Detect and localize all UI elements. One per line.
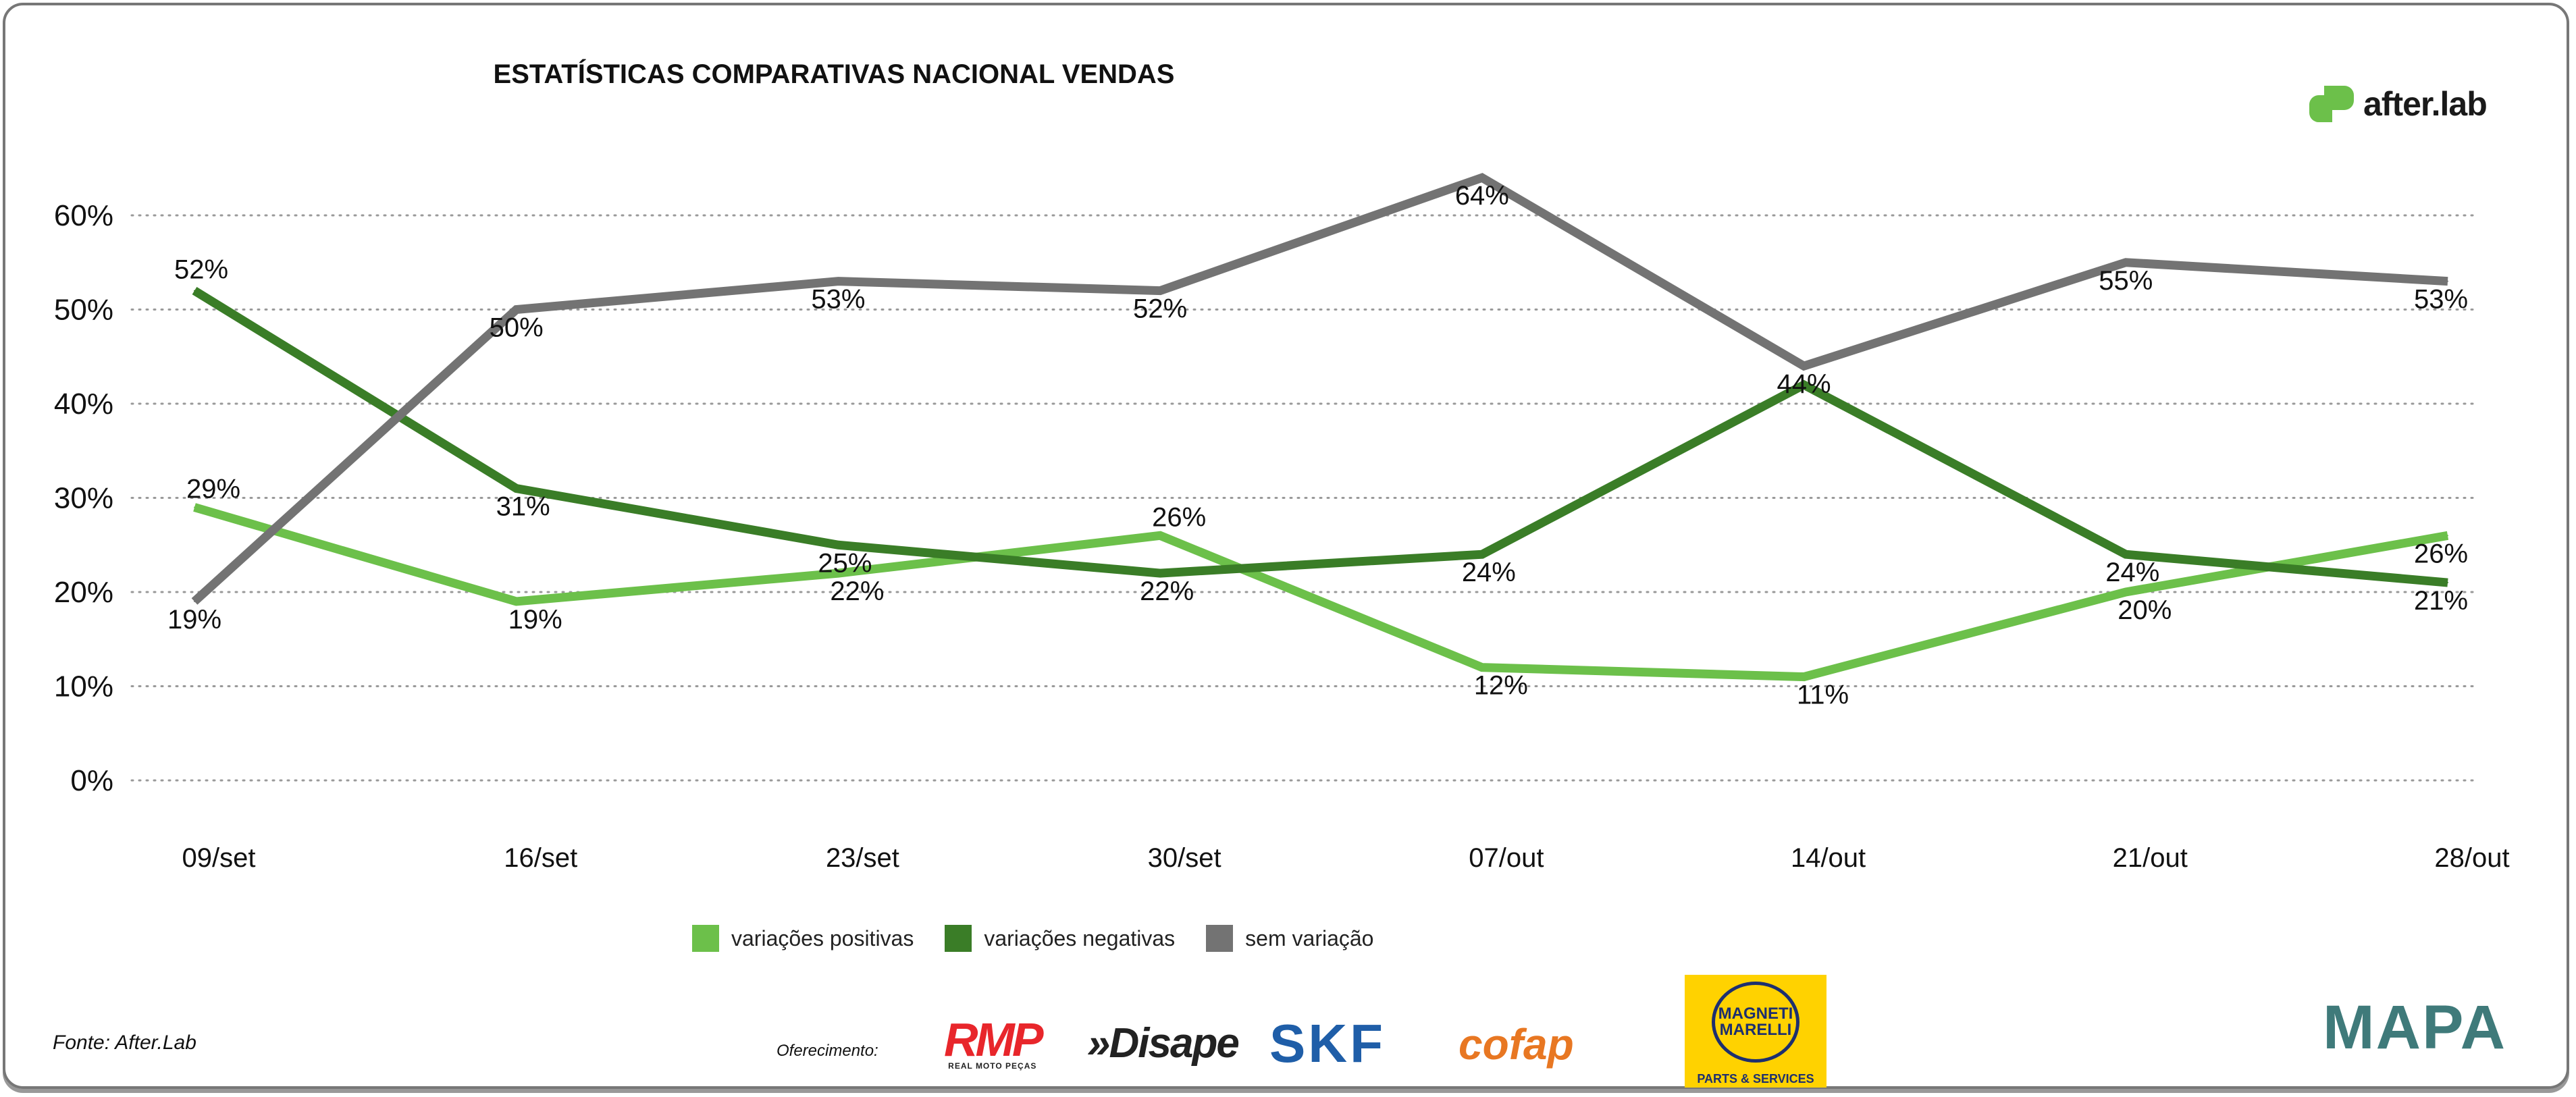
cofap-logo: cofap (1458, 1020, 1574, 1069)
legend-label: variações negativas (984, 926, 1176, 951)
data-label: 52% (174, 255, 228, 285)
legend-item-negativas: variações negativas (945, 925, 1175, 952)
y-tick-label: 40% (54, 387, 113, 421)
data-point (837, 544, 839, 546)
data-label: 26% (2414, 539, 2468, 568)
data-point (194, 290, 195, 292)
y-tick-label: 50% (54, 294, 113, 327)
x-tick-label: 21/out (2113, 843, 2188, 873)
legend-item-sem-variacao: sem variação (1206, 925, 1373, 952)
legend-swatch (692, 925, 719, 952)
data-label: 11% (1797, 680, 1849, 710)
data-point (1159, 535, 1161, 537)
data-point (2447, 280, 2448, 282)
x-tick-label: 16/set (504, 843, 577, 873)
data-point (1481, 666, 1483, 668)
data-point (515, 487, 517, 489)
data-point (1481, 554, 1483, 556)
brand-name: after.lab (2363, 85, 2488, 123)
series-line-2 (191, 173, 2448, 605)
data-point (515, 309, 517, 311)
data-point (194, 506, 195, 508)
data-label: 21% (2414, 586, 2468, 616)
x-tick-label: 09/set (182, 843, 256, 873)
data-point (837, 572, 839, 574)
data-label: 25% (818, 548, 872, 578)
afterlab-logo: after.lab (2309, 84, 2488, 124)
data-label: 53% (811, 285, 865, 315)
y-tick-label: 10% (54, 670, 113, 703)
data-point (515, 600, 517, 602)
y-tick-label: 20% (54, 576, 113, 609)
x-tick-label: 14/out (1791, 843, 1866, 873)
data-point (2125, 261, 2127, 263)
data-label: 22% (1140, 577, 1194, 606)
legend-swatch (945, 925, 972, 952)
skf-logo: SKF (1269, 1013, 1386, 1073)
data-label: 50% (490, 313, 544, 343)
data-point (1481, 177, 1483, 179)
legend-swatch (1206, 925, 1234, 952)
data-label: 52% (1133, 294, 1187, 324)
y-tick-label: 30% (54, 482, 113, 515)
data-point (194, 600, 195, 602)
data-label: 26% (1152, 502, 1206, 532)
data-point (1803, 676, 1805, 678)
chart-frame (3, 3, 2569, 1089)
data-point (1159, 572, 1161, 574)
x-tick-label: 23/set (826, 843, 899, 873)
data-label: 24% (2105, 558, 2159, 587)
y-tick-label: 0% (70, 764, 113, 797)
series-line-1 (192, 287, 2448, 587)
data-point (2447, 582, 2448, 584)
data-point (1803, 365, 1805, 367)
x-tick-label: 28/out (2434, 843, 2509, 873)
data-label: 29% (186, 474, 240, 504)
data-label: 64% (1455, 181, 1509, 211)
data-label: 19% (508, 605, 562, 635)
data-label: 20% (2118, 595, 2172, 625)
data-point (2447, 535, 2448, 537)
data-label: 24% (1462, 558, 1516, 587)
mapa-logo: MAPA (2323, 993, 2507, 1062)
data-point (2125, 591, 2127, 593)
x-tick-label: 30/set (1148, 843, 1221, 873)
data-point (1803, 384, 1805, 386)
data-label: 31% (496, 492, 550, 522)
series-line-0 (193, 503, 2449, 682)
data-label: 12% (1474, 671, 1528, 701)
legend-label: sem variação (1245, 926, 1374, 951)
chart-title: ESTATÍSTICAS COMPARATIVAS NACIONAL VENDA… (493, 59, 1175, 89)
data-label: 22% (830, 577, 884, 606)
source-note: Fonte: After.Lab (53, 1032, 196, 1054)
data-label: 53% (2414, 285, 2468, 315)
magneti-marelli-logo: MAGNETI MARELLI PARTS & SERVICES (1685, 975, 1826, 1088)
data-label: 19% (167, 605, 221, 635)
data-point (2125, 554, 2127, 556)
afterlab-logo-icon (2309, 86, 2354, 122)
legend-item-positivas: variações positivas (692, 925, 914, 952)
x-tick-label: 07/out (1469, 843, 1544, 873)
data-point (1159, 290, 1161, 292)
data-label: 44% (1777, 369, 1831, 399)
legend-label: variações positivas (731, 926, 914, 951)
disape-logo: »Disape (1087, 1020, 1240, 1067)
sponsor-label: Oferecimento: (777, 1042, 878, 1060)
data-label: 55% (2099, 266, 2153, 296)
y-tick-label: 60% (54, 199, 113, 232)
legend: variações positivas variações negativas … (692, 925, 1373, 952)
rmp-logo: RMP REAL MOTO PEÇAS (944, 1013, 1044, 1071)
data-point (837, 280, 839, 282)
